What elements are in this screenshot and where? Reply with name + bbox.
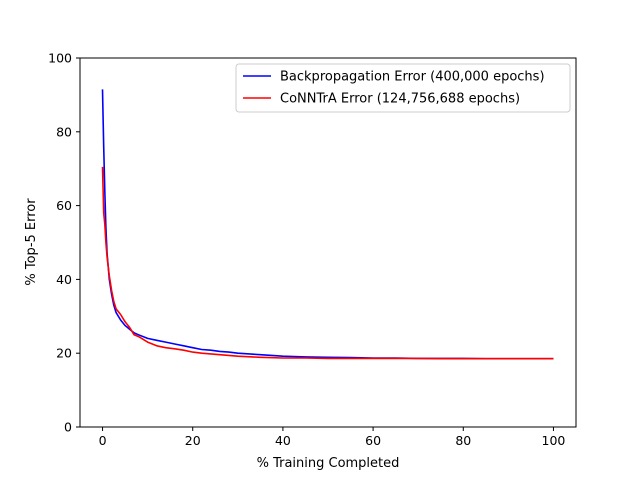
legend-label: Backpropagation Error (400,000 epochs) (280, 70, 545, 85)
legend-label: CoNNTrA Error (124,756,688 epochs) (280, 92, 520, 107)
x-tick-label: 0 (99, 433, 107, 448)
x-tick-label: 80 (455, 433, 471, 448)
x-tick-label: 40 (275, 433, 291, 448)
y-tick-label: 100 (48, 51, 72, 66)
y-axis-label: % Top-5 Error (24, 198, 39, 286)
series-line-0 (101, 89, 554, 360)
x-axis-label: % Training Completed (257, 456, 400, 471)
x-tick-label: 20 (185, 433, 201, 448)
axes-layer: 0 20 40 60 80 100 0 20 40 60 80 100 (48, 51, 577, 448)
plot-frame (79, 57, 577, 428)
legend: Backpropagation Error (400,000 epochs) Co… (235, 63, 571, 113)
series-line-1 (101, 166, 554, 360)
y-tick-label: 80 (56, 124, 72, 139)
y-tick-label: 0 (64, 420, 72, 435)
x-tick-label: 60 (365, 433, 381, 448)
y-tick-label: 60 (56, 198, 72, 213)
y-tick-label: 20 (56, 346, 72, 361)
x-tick-label: 100 (542, 433, 566, 448)
legend-box (235, 63, 571, 113)
y-tick-label: 40 (56, 272, 72, 287)
series-layer (101, 89, 554, 360)
